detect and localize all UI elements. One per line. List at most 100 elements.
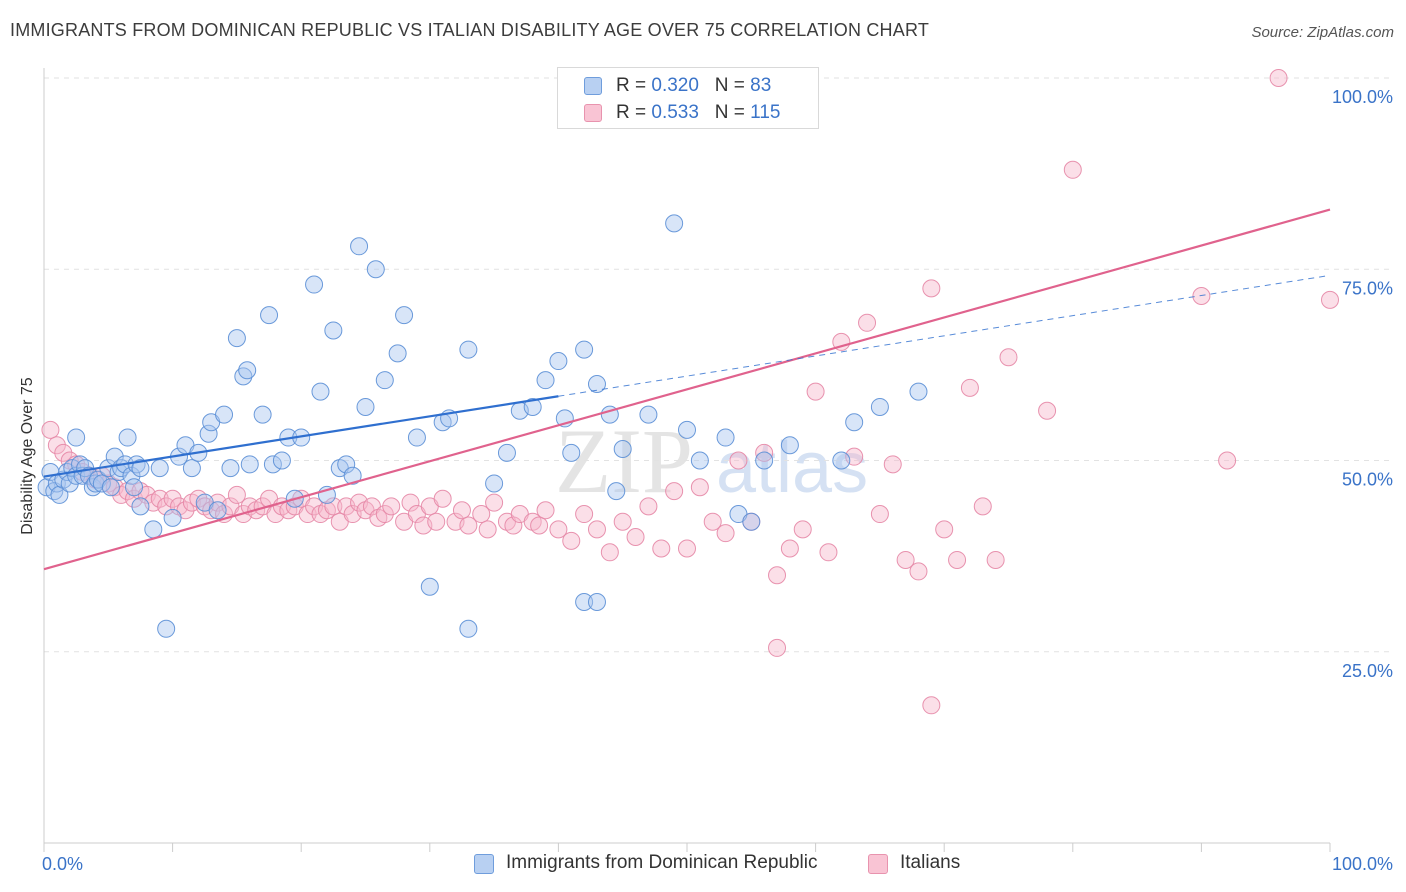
data-point-dominican — [199, 424, 218, 443]
data-point-dominican — [587, 375, 606, 393]
data-point-dominican — [311, 382, 330, 401]
data-point-dominican — [420, 577, 439, 596]
data-point-italians — [922, 696, 941, 715]
bottom-legend-label: Italians — [900, 852, 961, 873]
data-point-italians — [485, 493, 504, 512]
data-point-italians — [678, 539, 696, 558]
data-point-italians — [999, 348, 1018, 367]
data-point-italians — [41, 420, 60, 439]
data-point-dominican — [678, 420, 696, 439]
data-point-italians — [504, 516, 523, 535]
data-point-italians — [157, 497, 176, 516]
data-point-italians — [600, 543, 619, 562]
data-point-italians — [883, 455, 902, 474]
data-point-italians — [780, 539, 799, 558]
data-point-italians — [472, 505, 491, 524]
data-point-dominican — [459, 340, 478, 359]
data-point-italians — [703, 512, 722, 531]
data-point-italians — [452, 501, 471, 520]
data-point-dominican — [639, 405, 658, 424]
axes — [43, 68, 1331, 852]
data-point-italians — [575, 505, 594, 524]
data-point-italians — [1192, 287, 1211, 306]
trend-line-italians — [43, 208, 1331, 571]
data-point-italians — [1038, 401, 1057, 420]
data-point-italians — [1321, 290, 1339, 309]
data-point-italians — [768, 638, 787, 657]
data-point-italians — [935, 520, 954, 539]
data-point-dominican — [343, 466, 362, 485]
data-point-italians — [150, 489, 169, 508]
data-point-dominican — [485, 474, 504, 493]
legend: R = 0.320 N = 83 R = 0.533 N = 115 — [557, 67, 819, 129]
data-point-dominican — [780, 436, 799, 455]
data-point-dominican — [587, 593, 606, 612]
data-point-dominican — [375, 371, 394, 390]
data-point-dominican — [870, 397, 889, 416]
watermark: ZIP atlas — [555, 410, 868, 512]
data-point-dominican — [240, 455, 259, 474]
chart-title: IMMIGRANTS FROM DOMINICAN REPUBLIC VS IT… — [10, 20, 930, 40]
italians-points — [41, 69, 1339, 715]
data-point-italians — [639, 497, 658, 516]
data-point-dominican — [208, 501, 227, 520]
data-point-italians — [298, 505, 317, 524]
trend-extension-dominican — [558, 274, 1331, 397]
data-point-italians — [375, 505, 394, 524]
dominican-points — [37, 214, 928, 638]
data-point-dominican — [613, 440, 632, 459]
data-point-dominican — [163, 508, 182, 527]
data-point-italians — [922, 279, 941, 298]
legend-r-value: 0.533 — [651, 102, 699, 123]
data-point-dominican — [260, 306, 279, 325]
data-point-italians — [768, 566, 787, 585]
data-point-dominican — [272, 451, 291, 470]
data-point-dominican — [716, 428, 735, 447]
legend-r-label: R = — [616, 75, 647, 96]
x-tick-label: 100.0% — [1332, 854, 1393, 874]
legend-r-value: 0.320 — [651, 75, 699, 96]
data-point-italians — [626, 528, 645, 546]
data-point-italians — [1218, 451, 1237, 470]
data-point-dominican — [388, 344, 407, 363]
data-point-italians — [806, 382, 825, 401]
data-point-italians — [948, 550, 967, 569]
data-point-dominican — [227, 329, 246, 348]
data-point-dominican — [742, 512, 761, 531]
data-point-italians — [427, 512, 446, 531]
data-point-dominican — [144, 520, 163, 539]
tick-labels: 25.0% 50.0% 75.0% 100.0% 0.0% 100.0% — [42, 87, 1393, 874]
data-point-italians — [459, 516, 478, 535]
data-point-italians — [478, 520, 497, 539]
data-point-dominican — [337, 455, 356, 474]
data-point-italians — [819, 543, 838, 562]
data-point-dominican — [125, 478, 144, 497]
data-point-dominican — [523, 397, 542, 416]
data-point-dominican — [350, 237, 369, 256]
y-tick-label: 25.0% — [1342, 661, 1393, 681]
bottom-legend-swatch-pink — [868, 854, 888, 874]
data-point-italians — [973, 497, 992, 516]
data-point-dominican — [366, 260, 385, 279]
data-point-italians — [163, 489, 182, 508]
data-point-dominican — [497, 443, 516, 462]
data-point-italians — [755, 443, 774, 462]
data-point-dominican — [395, 306, 414, 325]
legend-n-label: N = — [714, 75, 745, 96]
bottom-legend-swatch-blue — [474, 854, 494, 874]
data-point-italians — [986, 550, 1005, 569]
data-point-italians — [960, 378, 979, 397]
legend-n-value: 83 — [750, 75, 772, 96]
data-point-dominican — [549, 352, 568, 371]
y-tick-label: 50.0% — [1342, 470, 1393, 490]
legend-swatch-pink — [584, 104, 602, 122]
data-point-italians — [832, 332, 851, 351]
data-point-dominican — [118, 428, 137, 447]
data-point-italians — [909, 562, 928, 581]
x-tick-label: 0.0% — [42, 854, 83, 874]
data-point-dominican — [67, 428, 86, 447]
data-point-italians — [729, 451, 748, 470]
y-tick-label: 75.0% — [1342, 278, 1393, 298]
data-point-italians — [665, 482, 684, 501]
